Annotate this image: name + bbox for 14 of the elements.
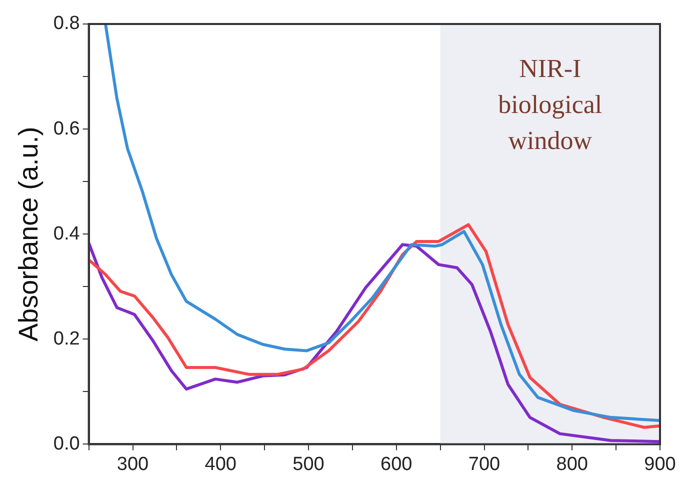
y-tick-label: 0.4 (53, 223, 80, 244)
y-axis-title: Absorbance (a.u.) (14, 126, 44, 342)
y-tick-label: 0.2 (53, 328, 80, 350)
x-tick-label: 300 (116, 454, 149, 475)
y-tick-label: 0.0 (53, 433, 80, 454)
x-tick-label: 700 (468, 454, 500, 475)
x-tick-label: 800 (556, 454, 588, 475)
y-tick-label: 0.8 (53, 13, 80, 34)
x-tick-label: 500 (292, 454, 324, 475)
y-tick-label: 0.6 (53, 118, 80, 140)
x-tick-label: 400 (204, 454, 236, 475)
x-tick-label: 900 (644, 454, 676, 475)
x-tick-label: 600 (380, 454, 412, 475)
band-label: NIR-I biological window (498, 54, 602, 155)
